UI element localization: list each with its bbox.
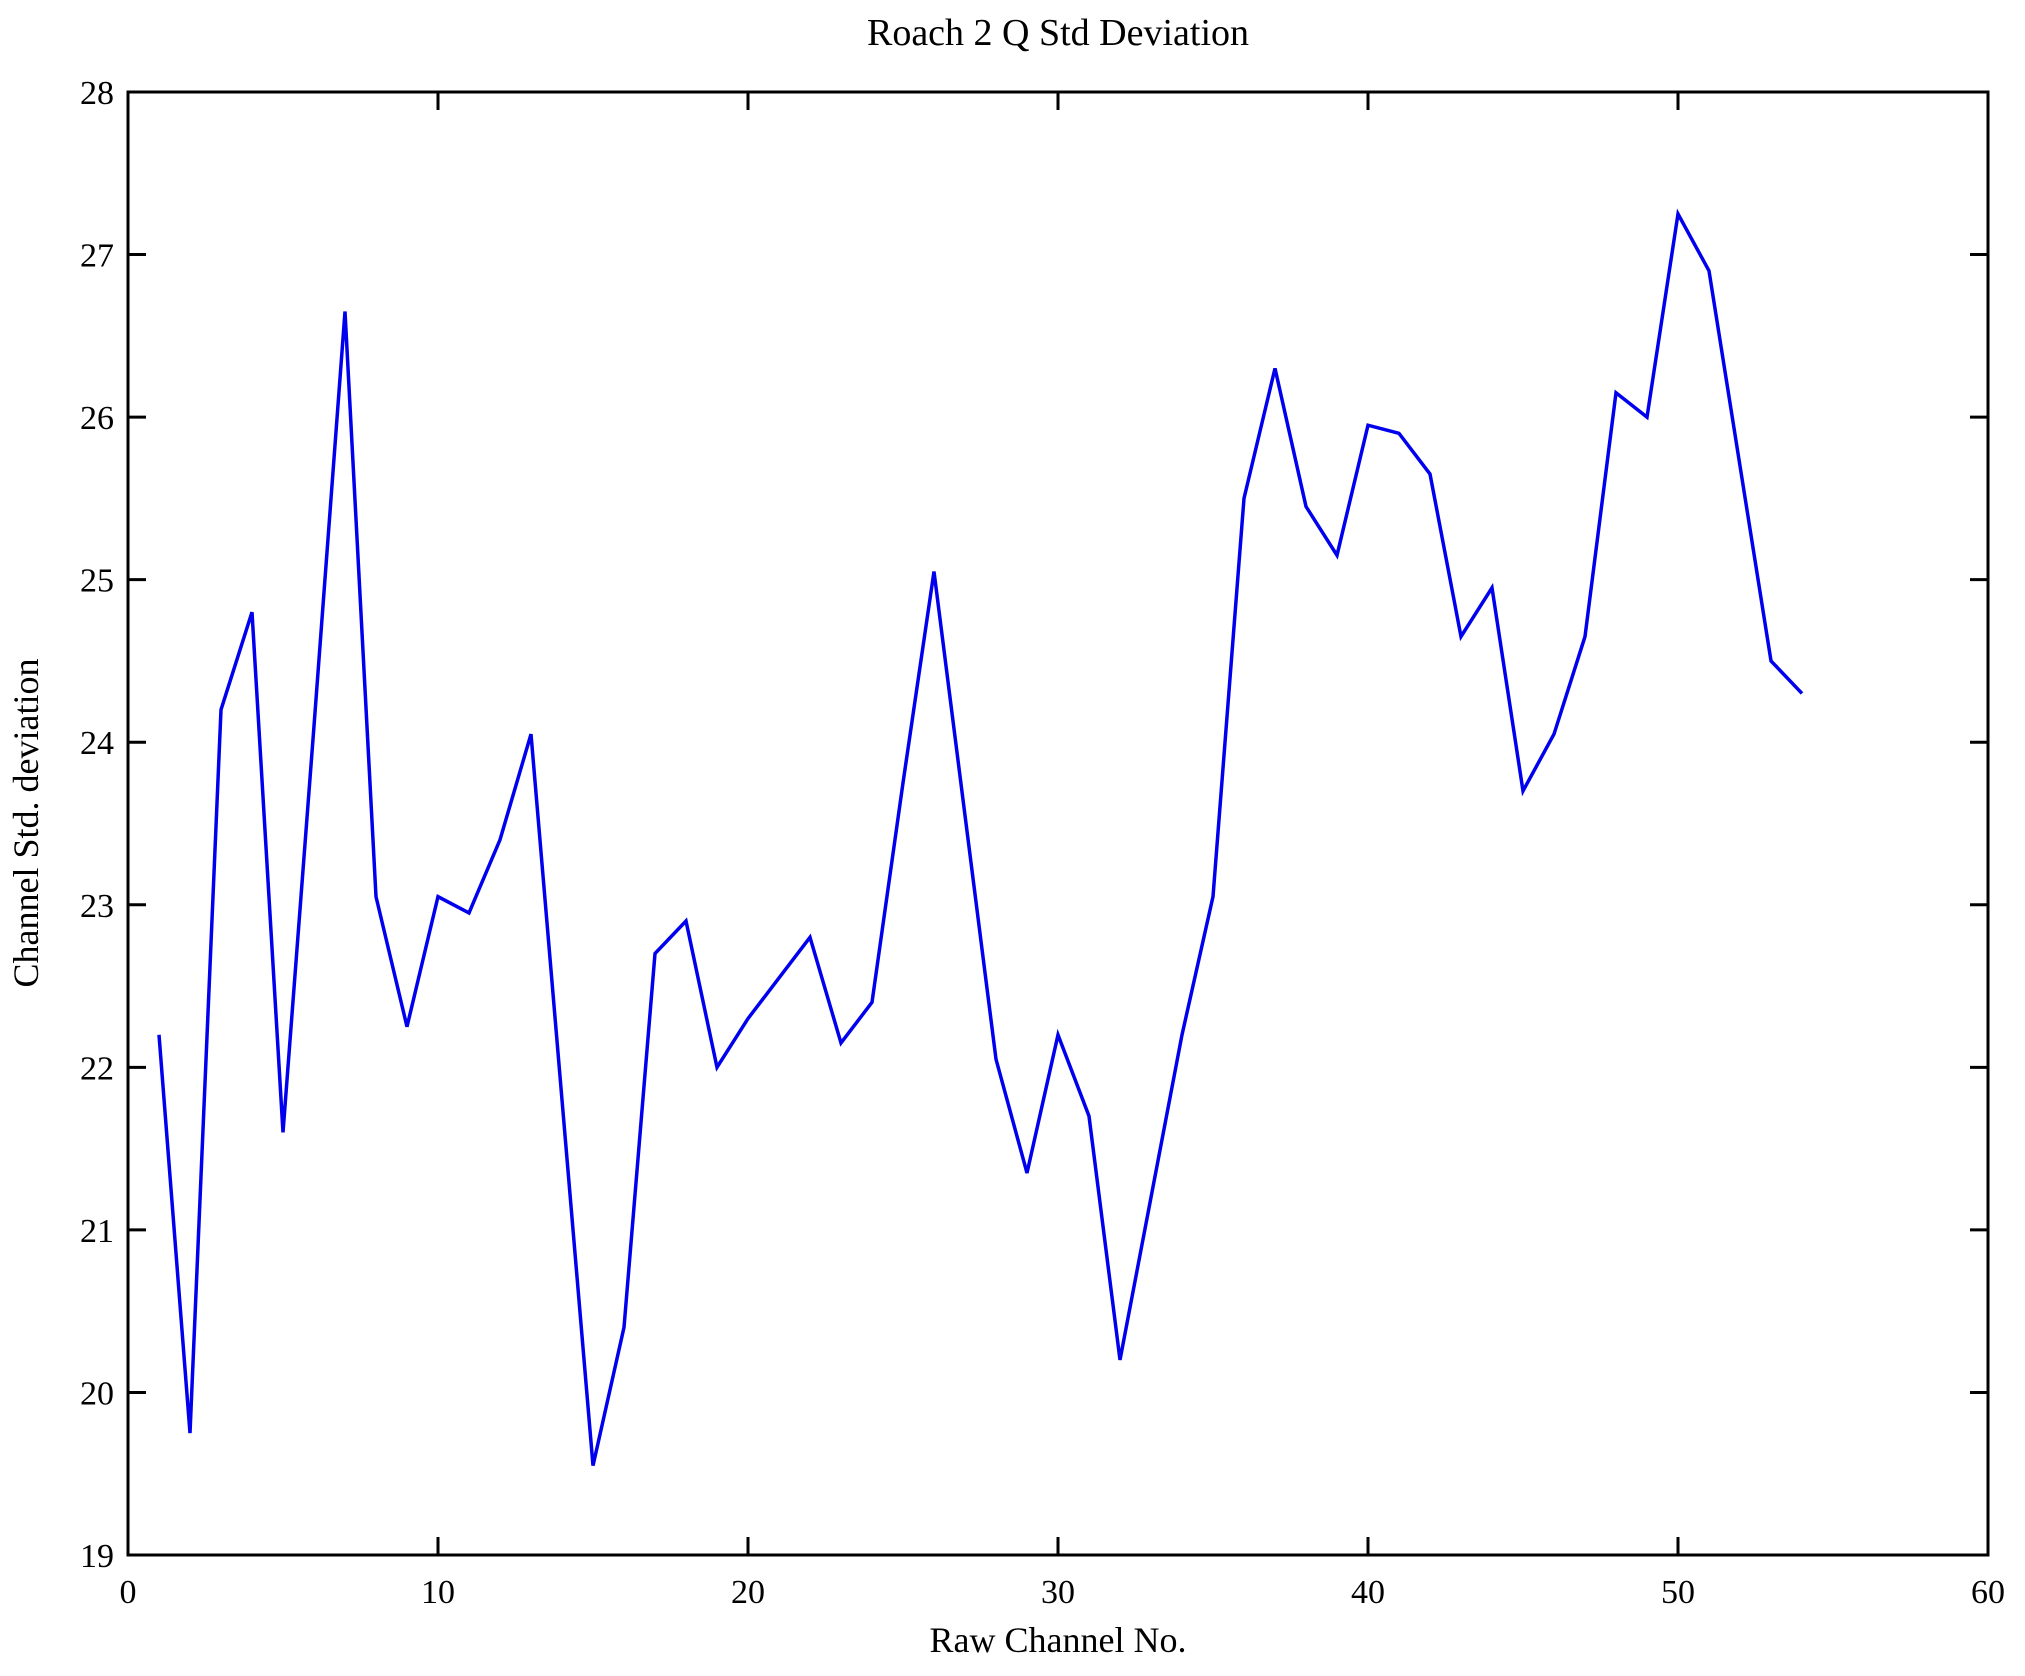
y-tick-label: 22 [80,1050,114,1087]
y-tick-label: 19 [80,1538,114,1575]
x-tick-label: 10 [421,1574,455,1611]
plot-box [126,90,1990,1557]
x-axis-label: Raw Channel No. [930,1620,1187,1660]
y-tick-label: 25 [80,563,114,600]
chart-title: Roach 2 Q Std Deviation [867,12,1249,54]
y-axis-label: Channel Std. deviation [6,659,46,988]
plot-area: 0 10 20 30 40 50 60 19 20 21 22 23 24 25 26 27 28 [80,75,2005,1611]
x-tick-label: 0 [120,1574,137,1611]
y-tick-label: 20 [80,1375,114,1412]
y-tick-label: 27 [80,238,114,275]
y-tick-label: 23 [80,888,114,925]
y-tick-label: 28 [80,75,114,112]
data-line [157,208,1804,1466]
x-tick-label: 50 [1661,1574,1695,1611]
y-tick-label: 24 [80,725,114,762]
x-tick-label: 20 [731,1574,765,1611]
x-tick-label: 30 [1041,1574,1075,1611]
x-tick-label: 40 [1351,1574,1385,1611]
x-tick-label: 60 [1971,1574,2005,1611]
y-tick-label: 21 [80,1213,114,1250]
y-tick-label: 26 [80,400,114,437]
